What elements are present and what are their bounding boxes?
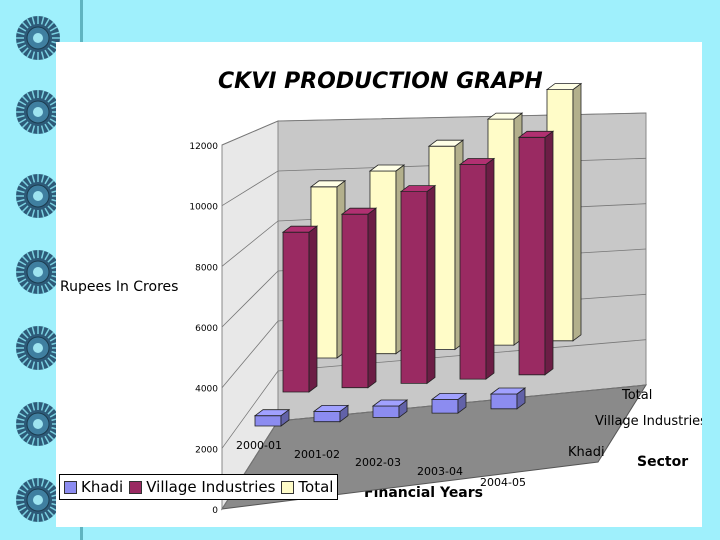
decorative-medallion-strip [16, 16, 60, 522]
decorative-medallion [16, 16, 60, 60]
bar-village-industries [281, 225, 319, 393]
x-tick-labels: 2000-01 2001-02 2002-03 2003-04 2004-05 [236, 439, 526, 489]
x-tick-label: 2002-03 [355, 456, 401, 469]
y-tick-label: 10000 [189, 203, 218, 213]
y-tick-label: 12000 [189, 142, 218, 152]
x-tick-label: 2000-01 [236, 439, 282, 452]
bar-khadi [312, 404, 350, 423]
chart-title: CKVI PRODUCTION GRAPH [218, 69, 543, 94]
x-axis-label: Financial Years [364, 485, 483, 501]
decorative-medallion [16, 174, 60, 218]
sector-tick-label: Total [621, 388, 652, 403]
legend-item-village-industries: Village Industries [129, 478, 275, 496]
x-tick-label: 2003-04 [417, 465, 463, 478]
legend-label-village-industries: Village Industries [146, 478, 276, 496]
legend-swatch-khadi [64, 480, 77, 494]
decorative-medallion [16, 326, 60, 370]
sector-tick-label: Village Industries [595, 414, 702, 429]
bar-village-industries [458, 157, 496, 380]
x-tick-label: 2004-05 [480, 476, 526, 489]
production-chart: CKVI PRODUCTION GRAPH Rupees In Crores F… [60, 69, 702, 516]
y-tick-label: 6000 [195, 324, 218, 334]
y-axis-label: Rupees In Crores [60, 279, 178, 295]
bar-khadi [253, 408, 291, 427]
sector-tick-labels: Khadi Village Industries Total [568, 388, 702, 460]
bar-khadi [489, 387, 527, 410]
legend-label-khadi: Khadi [81, 478, 124, 496]
legend-label-total: Total [298, 478, 334, 496]
y-tick-label: 8000 [195, 263, 218, 273]
sector-axis-label: Sector [637, 454, 688, 470]
y-tick-labels: 0 2000 4000 6000 8000 10000 12000 [189, 142, 218, 516]
bar-total [545, 82, 583, 342]
decorative-medallion [16, 250, 60, 294]
decorative-medallion [16, 478, 60, 522]
bar-village-industries [340, 207, 378, 389]
decorative-medallion [16, 90, 60, 134]
decorative-medallion [16, 402, 60, 446]
sector-tick-label: Khadi [568, 445, 605, 460]
legend-swatch-village-industries [129, 480, 143, 494]
legend: Khadi Village Industries Total [59, 474, 339, 500]
legend-item-total: Total [281, 478, 333, 496]
bar-village-industries [517, 130, 555, 376]
bar-khadi [371, 399, 409, 419]
legend-item-khadi: Khadi [64, 478, 123, 496]
legend-swatch-total [281, 480, 295, 494]
chart-panel: CKVI PRODUCTION GRAPH Rupees In Crores F… [56, 42, 702, 527]
bar-village-industries [399, 184, 437, 385]
y-tick-label: 2000 [195, 445, 218, 455]
bar-khadi [430, 392, 468, 414]
bar-marks [253, 82, 583, 427]
y-tick-label: 0 [212, 506, 218, 516]
x-tick-label: 2001-02 [294, 448, 340, 461]
gridline [221, 112, 647, 146]
y-tick-label: 4000 [195, 385, 218, 395]
